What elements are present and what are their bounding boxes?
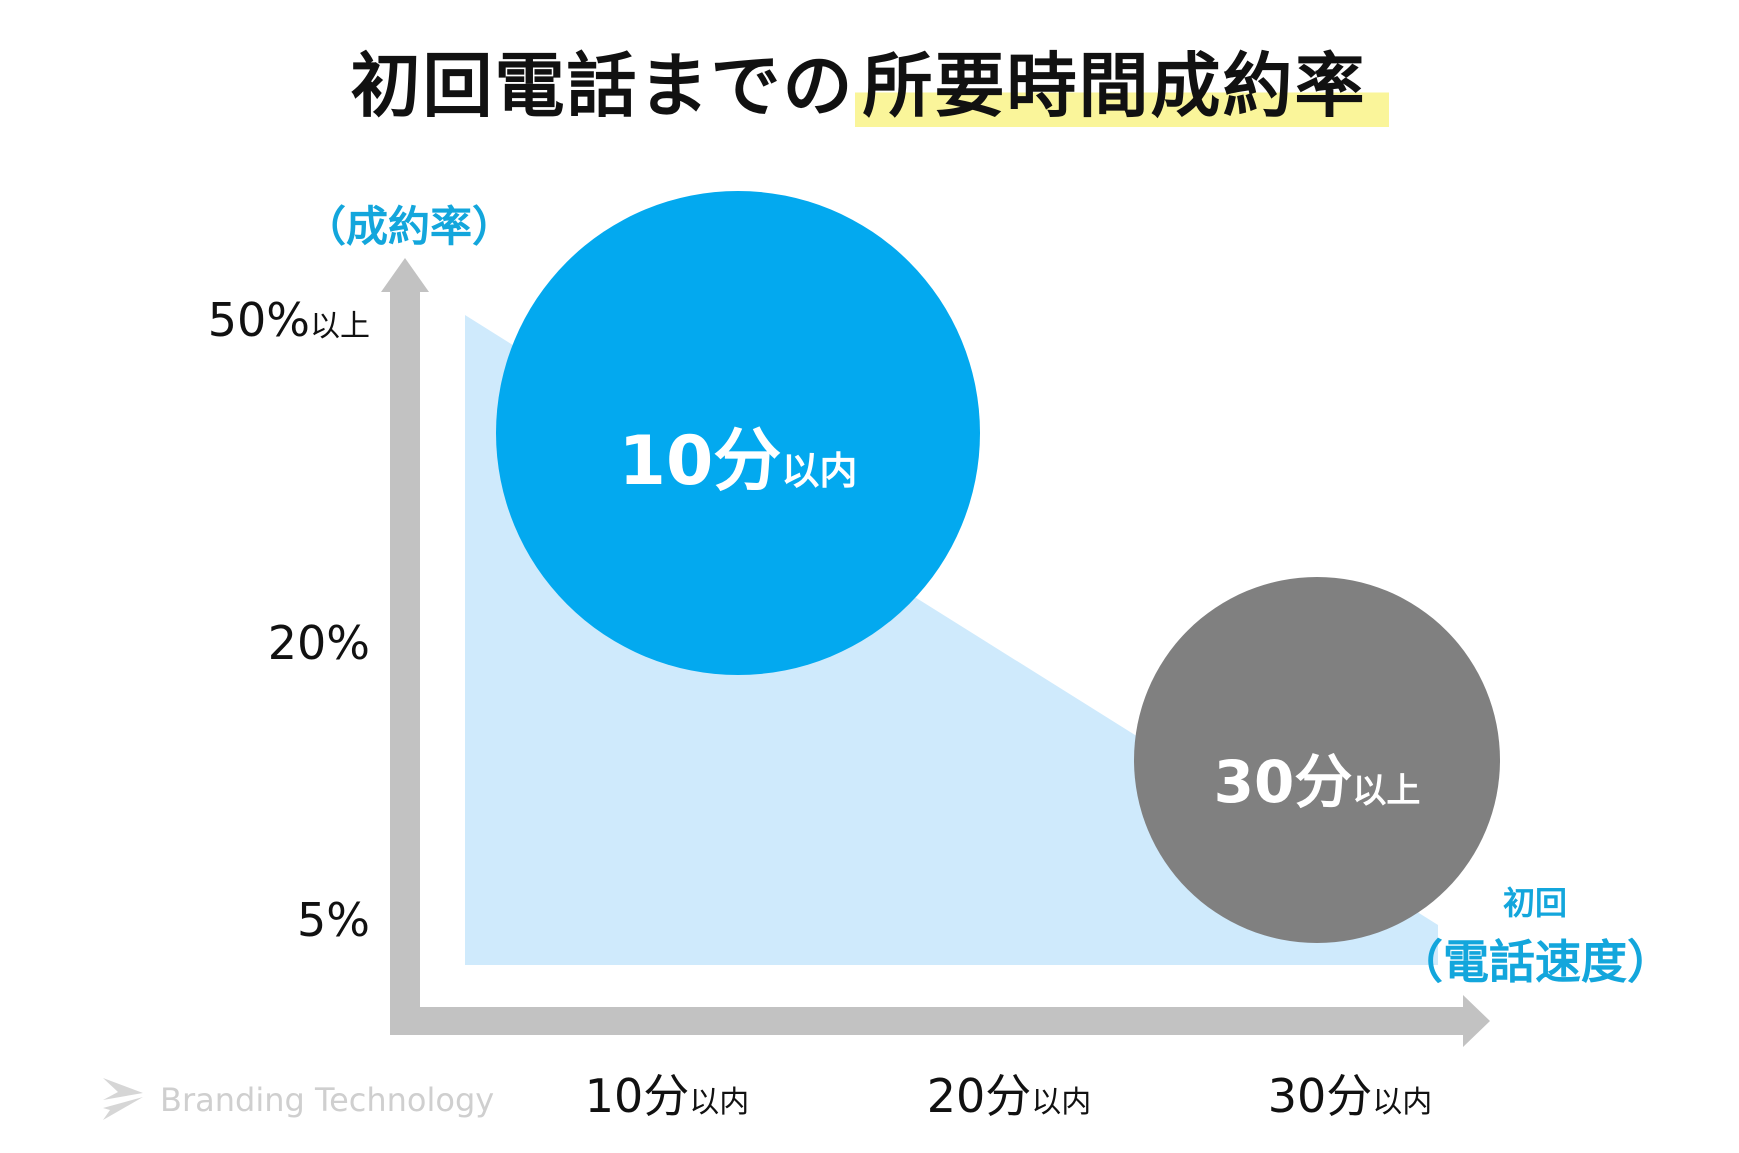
bubble-suffix: 以上 (1352, 771, 1421, 811)
x-tick-30: 30分以内 (1230, 1060, 1470, 1126)
title-highlight: 所要時間成約率 (854, 45, 1389, 127)
y-tick-suffix: 以上 (310, 309, 370, 344)
bubble-value: 10分 (618, 422, 782, 501)
bubble-suffix: 以内 (781, 449, 858, 493)
y-tick-50: 50%以上 (150, 293, 370, 347)
title-plain: 初回電話までの (350, 45, 855, 127)
brand-icon (103, 1078, 143, 1120)
x-tick-suffix: 以内 (1031, 1085, 1092, 1120)
x-tick-suffix: 以内 (689, 1085, 750, 1120)
y-axis (390, 290, 420, 1035)
x-tick-10: 10分以内 (547, 1060, 787, 1126)
x-tick-value: 10分 (584, 1069, 690, 1123)
bubble-value: 30分 (1213, 748, 1353, 816)
x-axis-label: 初回 （電話速度） (1395, 878, 1675, 992)
x-axis-label-line1: 初回 (1502, 884, 1567, 922)
y-tick-value: 5% (297, 893, 370, 947)
y-tick-5: 5% (150, 893, 370, 947)
x-tick-value: 30分 (1267, 1069, 1373, 1123)
paper-plane-icon-tail (103, 1097, 143, 1120)
y-axis-arrowhead (381, 258, 429, 292)
x-axis (390, 1007, 1465, 1035)
bubble-30min-label: 30分以上 (1117, 735, 1517, 819)
y-tick-value: 50% (207, 293, 310, 347)
x-tick-20: 20分以内 (889, 1060, 1129, 1126)
bubble-30min (1134, 577, 1500, 943)
x-tick-value: 20分 (926, 1069, 1032, 1123)
bubble-10min (496, 191, 980, 675)
y-tick-20: 20% (150, 616, 370, 670)
y-axis-label: （成約率） (304, 202, 515, 251)
brand-text: Branding Technology (160, 1081, 495, 1119)
chart-title: 初回電話までの 所要時間成約率 (0, 30, 1739, 131)
bubble-10min-label: 10分以内 (538, 405, 938, 504)
y-tick-value: 20% (267, 616, 370, 670)
paper-plane-icon (103, 1078, 143, 1100)
x-axis-arrowhead (1463, 995, 1490, 1047)
x-tick-suffix: 以内 (1372, 1085, 1433, 1120)
x-axis-label-line2: （電話速度） (1397, 935, 1673, 989)
